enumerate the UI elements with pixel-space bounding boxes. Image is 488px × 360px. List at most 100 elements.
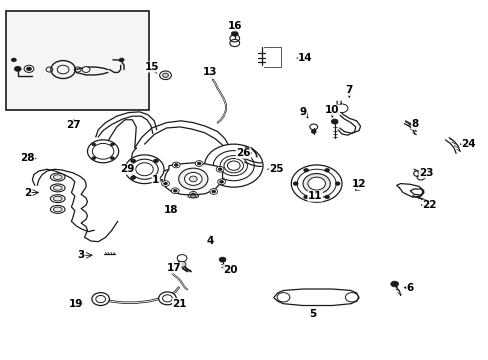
Text: 14: 14 — [298, 53, 312, 63]
Circle shape — [307, 177, 325, 190]
Text: 28: 28 — [20, 153, 35, 163]
Circle shape — [345, 293, 357, 302]
Text: 22: 22 — [422, 200, 436, 210]
Text: 17: 17 — [166, 263, 181, 273]
Ellipse shape — [190, 195, 196, 197]
Circle shape — [303, 195, 308, 199]
Ellipse shape — [53, 175, 62, 180]
Circle shape — [174, 163, 178, 166]
Circle shape — [211, 190, 215, 193]
Text: 8: 8 — [411, 120, 418, 129]
Text: 26: 26 — [236, 148, 250, 158]
Circle shape — [171, 188, 179, 194]
Circle shape — [92, 157, 96, 159]
Circle shape — [26, 67, 31, 71]
Circle shape — [177, 255, 186, 262]
Circle shape — [293, 182, 298, 185]
Circle shape — [14, 66, 21, 71]
Circle shape — [204, 144, 263, 187]
Circle shape — [119, 58, 124, 62]
Text: 13: 13 — [203, 67, 217, 77]
Circle shape — [178, 261, 185, 267]
Text: 2: 2 — [24, 188, 31, 198]
Circle shape — [153, 176, 158, 179]
Text: 12: 12 — [351, 179, 366, 189]
Circle shape — [11, 58, 16, 62]
Circle shape — [231, 31, 238, 36]
Circle shape — [172, 162, 180, 168]
Ellipse shape — [53, 207, 62, 212]
Text: 9: 9 — [299, 107, 306, 117]
Circle shape — [178, 168, 207, 190]
Circle shape — [352, 180, 359, 185]
Circle shape — [153, 159, 158, 163]
Circle shape — [130, 159, 135, 163]
Text: 24: 24 — [461, 139, 475, 149]
Text: 19: 19 — [69, 299, 83, 309]
Ellipse shape — [53, 185, 62, 190]
Circle shape — [191, 193, 195, 196]
Circle shape — [173, 189, 177, 192]
Text: 15: 15 — [144, 62, 159, 72]
Text: 10: 10 — [325, 105, 339, 115]
Circle shape — [125, 155, 163, 184]
Circle shape — [330, 119, 337, 124]
Text: 3: 3 — [78, 250, 84, 260]
Text: 18: 18 — [164, 206, 178, 216]
Circle shape — [334, 182, 339, 185]
Text: 11: 11 — [307, 191, 322, 201]
Circle shape — [130, 176, 135, 179]
Circle shape — [390, 281, 398, 287]
Ellipse shape — [50, 184, 65, 192]
Bar — [5, 12, 149, 110]
Text: 7: 7 — [345, 85, 352, 95]
Polygon shape — [163, 163, 222, 195]
Circle shape — [218, 168, 222, 171]
Circle shape — [217, 179, 225, 185]
Text: 23: 23 — [418, 168, 433, 178]
Text: 29: 29 — [120, 164, 134, 174]
Circle shape — [335, 104, 347, 113]
Circle shape — [159, 71, 171, 80]
Circle shape — [195, 161, 203, 166]
Circle shape — [189, 176, 197, 182]
Ellipse shape — [50, 206, 65, 213]
Circle shape — [82, 67, 90, 72]
Text: 5: 5 — [308, 310, 316, 319]
Circle shape — [163, 182, 167, 185]
Ellipse shape — [50, 195, 65, 203]
Circle shape — [158, 292, 176, 305]
Circle shape — [92, 143, 96, 146]
Circle shape — [303, 168, 308, 172]
Circle shape — [161, 181, 169, 186]
Circle shape — [277, 293, 289, 302]
Text: 21: 21 — [172, 299, 186, 309]
Circle shape — [184, 172, 202, 185]
Circle shape — [324, 195, 329, 199]
Circle shape — [324, 168, 329, 172]
Text: 25: 25 — [268, 164, 283, 174]
Circle shape — [110, 143, 114, 146]
Ellipse shape — [53, 196, 62, 201]
Circle shape — [87, 140, 119, 163]
Circle shape — [219, 257, 225, 262]
Circle shape — [110, 157, 114, 159]
Text: 4: 4 — [206, 236, 214, 246]
Circle shape — [189, 192, 197, 197]
Circle shape — [291, 165, 341, 202]
Circle shape — [197, 162, 201, 165]
Circle shape — [92, 293, 109, 306]
Text: 20: 20 — [223, 265, 238, 275]
Circle shape — [303, 174, 330, 194]
Polygon shape — [273, 289, 358, 306]
Circle shape — [216, 166, 224, 172]
Circle shape — [311, 130, 316, 134]
Circle shape — [209, 189, 217, 194]
Ellipse shape — [50, 173, 65, 181]
Text: 16: 16 — [227, 21, 242, 31]
Text: 6: 6 — [406, 283, 413, 293]
Ellipse shape — [187, 194, 198, 198]
Text: 1: 1 — [152, 175, 159, 185]
Circle shape — [162, 73, 168, 77]
Text: 27: 27 — [66, 121, 81, 130]
